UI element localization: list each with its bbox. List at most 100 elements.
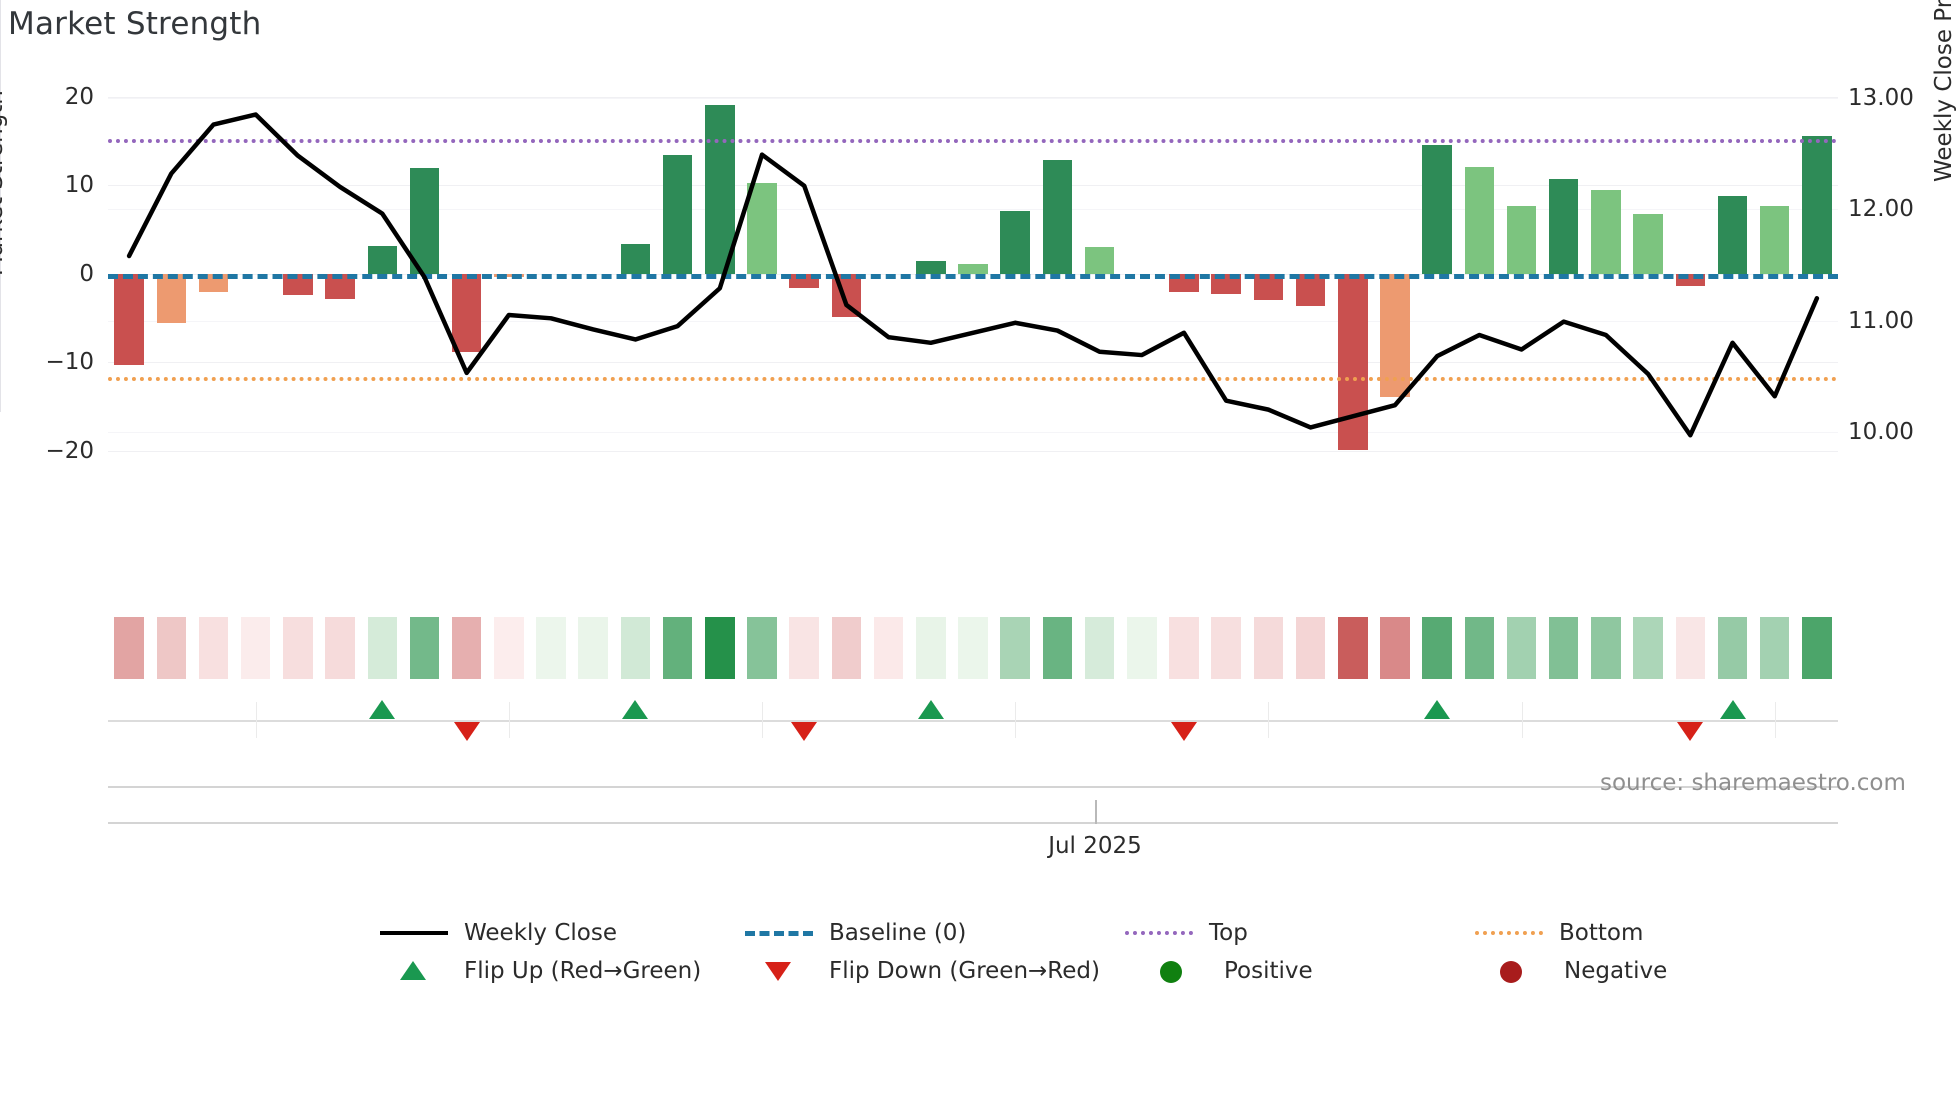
flip-grid-tick [762, 702, 764, 738]
heat-cell [494, 617, 524, 679]
x-tick-label: Jul 2025 [1048, 833, 1142, 859]
heat-cell [114, 617, 144, 679]
gridline-right [108, 97, 1838, 99]
flip-up-marker [917, 700, 944, 719]
legend-item-weekly-close[interactable]: Weekly Close [380, 920, 617, 946]
weekly-close-line [126, 112, 1820, 438]
heat-cell [578, 617, 608, 679]
strength-heat-strip [108, 617, 1838, 679]
strength-bar [451, 273, 482, 352]
strength-bar [958, 264, 988, 274]
heat-cell [283, 617, 313, 679]
strength-bar [1295, 273, 1326, 306]
heat-cell [1211, 617, 1241, 679]
flip-axis-line [108, 720, 1838, 722]
strength-bar [1506, 205, 1537, 274]
heat-cell [325, 617, 355, 679]
heat-cell [1506, 617, 1537, 679]
strength-bar [747, 183, 777, 274]
strength-bar [1042, 160, 1073, 274]
legend-item-flip-down[interactable]: Flip Down (Green→Red) [745, 958, 1100, 984]
heat-cell [1675, 617, 1706, 679]
flip-up-marker [1719, 700, 1746, 719]
strength-bar [620, 243, 651, 274]
strength-bar [409, 168, 440, 274]
left-tick-label: 20 [64, 83, 94, 110]
heat-cell [1127, 617, 1157, 679]
legend-label: Top [1209, 920, 1248, 946]
heat-cell [1253, 617, 1284, 679]
left-axis-label: Market Strength [0, 90, 8, 276]
flip-grid-tick [508, 702, 510, 738]
right-tick-label: 12.00 [1848, 196, 1914, 223]
legend-item-bottom[interactable]: Bottom [1475, 920, 1643, 946]
bottom-axis-spine [108, 822, 1838, 824]
strength-bar [1548, 178, 1579, 274]
legend-row-1: Weekly Close Baseline (0) Top Bottom [0, 920, 1960, 958]
strength-bar [1084, 247, 1115, 274]
legend-item-baseline[interactable]: Baseline (0) [745, 920, 966, 946]
legend-label: Flip Down (Green→Red) [829, 958, 1100, 984]
gridline [108, 185, 1838, 187]
strength-bar [1422, 145, 1452, 274]
heat-cell [662, 617, 693, 679]
legend-item-top[interactable]: Top [1125, 920, 1248, 946]
left-tick-label: −20 [45, 437, 94, 464]
strength-bar [156, 273, 187, 324]
heat-cell [1169, 617, 1199, 679]
gridline-right [108, 209, 1838, 211]
legend-item-positive[interactable]: Positive [1140, 958, 1313, 984]
heat-cell [451, 617, 482, 679]
heat-cell [958, 617, 988, 679]
right-tick-label: 10.00 [1848, 418, 1914, 445]
flip-down-marker [1170, 722, 1197, 741]
left-axis-spine [0, 0, 1, 412]
right-tick-label: 13.00 [1848, 84, 1914, 111]
heat-cell [1337, 617, 1368, 679]
heat-cell [367, 617, 398, 679]
dot-green-icon [1140, 960, 1208, 983]
strength-bar [916, 261, 946, 274]
line-dotted-orange-icon [1475, 922, 1543, 944]
right-tick-label: 11.00 [1848, 307, 1914, 334]
strength-bar [1000, 210, 1030, 274]
gridline-right [108, 431, 1838, 433]
flip-up-marker [369, 700, 396, 719]
strength-bar [1759, 206, 1790, 274]
line-dotted-purple-icon [1125, 922, 1193, 944]
strength-bar [1211, 273, 1241, 295]
line-dashed-blue-icon [745, 922, 813, 944]
x-tick-mark [1095, 800, 1097, 824]
gridline [108, 96, 1838, 98]
flip-down-marker [791, 722, 818, 741]
strength-bar [1464, 166, 1495, 274]
strength-bar [662, 155, 693, 274]
heat-cell [1000, 617, 1030, 679]
heat-cell [747, 617, 777, 679]
heat-cell [1042, 617, 1073, 679]
line-solid-black-icon [380, 922, 448, 944]
right-axis-label: Weekly Close Price [1931, 0, 1957, 182]
heat-cell [156, 617, 187, 679]
bottom-reference-line [108, 377, 1838, 382]
flip-grid-tick [1015, 702, 1017, 738]
heat-cell [198, 617, 229, 679]
heat-cell [789, 617, 819, 679]
heat-cell [1633, 617, 1663, 679]
strength-bar [283, 273, 313, 296]
heat-cell [1717, 617, 1748, 679]
legend-item-flip-up[interactable]: Flip Up (Red→Green) [380, 958, 701, 984]
triangle-down-red-icon [745, 960, 813, 982]
legend-label: Flip Up (Red→Green) [464, 958, 702, 984]
legend-item-negative[interactable]: Negative [1480, 958, 1667, 984]
left-tick-label: 10 [64, 172, 94, 199]
flip-grid-tick [255, 702, 257, 738]
heat-cell [240, 617, 271, 679]
gridline [108, 450, 1838, 452]
heat-cell [1084, 617, 1115, 679]
legend-row-2: Flip Up (Red→Green) Flip Down (Green→Red)… [0, 958, 1960, 996]
heat-cell [916, 617, 946, 679]
baseline-reference-line [108, 273, 1838, 279]
heat-cell [705, 617, 735, 679]
flip-grid-tick [1521, 702, 1523, 738]
